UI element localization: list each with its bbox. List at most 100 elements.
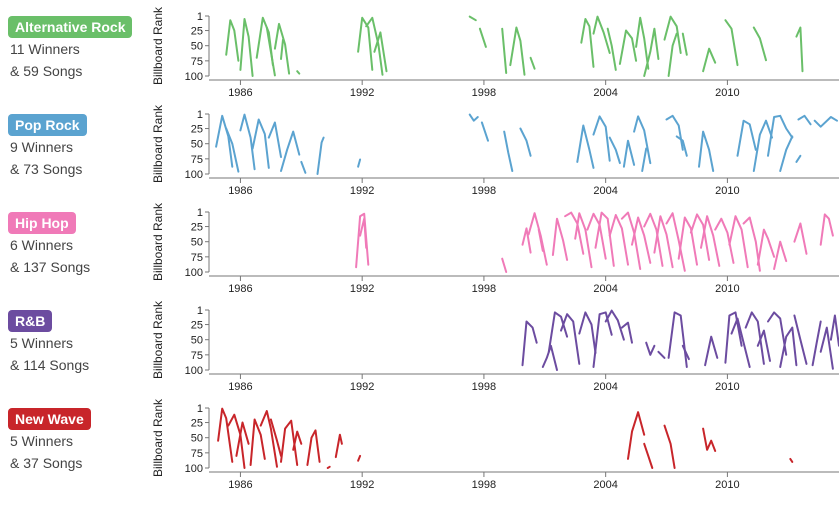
song-rank-line[interactable]	[326, 465, 331, 469]
song-rank-line[interactable]	[608, 136, 621, 165]
song-rank-line[interactable]	[280, 38, 284, 60]
song-rank-line[interactable]	[728, 215, 749, 269]
song-rank-line[interactable]	[819, 213, 834, 246]
song-rank-line[interactable]	[645, 341, 656, 356]
song-rank-line[interactable]	[265, 26, 276, 77]
song-rank-line[interactable]	[316, 136, 325, 175]
song-rank-line[interactable]	[724, 19, 739, 67]
song-rank-line[interactable]	[795, 154, 802, 163]
song-rank-line[interactable]	[813, 116, 838, 128]
song-rank-line[interactable]	[217, 407, 234, 463]
song-rank-line[interactable]	[681, 32, 688, 56]
song-rank-line[interactable]	[702, 47, 717, 73]
song-rank-line[interactable]	[641, 147, 648, 172]
genre-badge[interactable]: New Wave	[8, 408, 91, 430]
song-rank-line[interactable]	[269, 418, 282, 457]
song-rank-line[interactable]	[829, 314, 839, 347]
song-rank-line[interactable]	[292, 430, 303, 451]
song-rank-line[interactable]	[501, 257, 508, 273]
song-rank-line[interactable]	[300, 160, 307, 174]
song-rank-line[interactable]	[635, 16, 650, 70]
song-rank-line[interactable]	[795, 26, 804, 73]
song-rank-line[interactable]	[267, 121, 282, 158]
song-rank-line[interactable]	[667, 32, 678, 77]
song-rank-line[interactable]	[724, 311, 743, 364]
song-rank-line[interactable]	[756, 228, 776, 266]
song-rank-line[interactable]	[296, 70, 301, 75]
song-rank-line[interactable]	[744, 311, 765, 365]
song-rank-line[interactable]	[527, 212, 548, 266]
song-rank-line[interactable]	[592, 311, 613, 368]
song-rank-line[interactable]	[235, 421, 250, 457]
song-rank-line[interactable]	[259, 410, 278, 468]
song-rank-line[interactable]	[604, 309, 625, 341]
song-rank-line[interactable]	[667, 311, 688, 368]
song-rank-line[interactable]	[779, 326, 798, 368]
song-rank-line[interactable]	[576, 124, 595, 169]
song-rank-line[interactable]	[564, 211, 585, 255]
song-rank-line[interactable]	[622, 139, 636, 168]
song-rank-line[interactable]	[503, 130, 514, 172]
song-rank-line[interactable]	[478, 27, 487, 48]
song-rank-line[interactable]	[633, 115, 652, 165]
song-rank-line[interactable]	[255, 16, 274, 67]
song-rank-line[interactable]	[627, 411, 646, 460]
song-rank-line[interactable]	[521, 227, 532, 254]
song-rank-line[interactable]	[665, 114, 684, 151]
song-rank-line[interactable]	[631, 216, 652, 264]
song-rank-line[interactable]	[704, 335, 719, 367]
song-rank-line[interactable]	[736, 119, 757, 157]
song-rank-line[interactable]	[468, 15, 477, 22]
song-rank-line[interactable]	[793, 222, 808, 255]
song-rank-line[interactable]	[756, 329, 771, 362]
song-rank-line[interactable]	[702, 427, 717, 452]
song-rank-line[interactable]	[592, 115, 611, 162]
song-rank-line[interactable]	[620, 321, 633, 344]
song-rank-line[interactable]	[501, 27, 508, 74]
song-rank-line[interactable]	[280, 130, 301, 172]
song-rank-line[interactable]	[215, 114, 234, 168]
song-rank-line[interactable]	[357, 454, 362, 462]
genre-badge[interactable]: Alternative Rock	[8, 16, 133, 38]
song-rank-line[interactable]	[249, 418, 266, 466]
song-rank-line[interactable]	[560, 313, 581, 365]
song-rank-line[interactable]	[537, 228, 544, 252]
song-rank-line[interactable]	[700, 215, 721, 267]
song-rank-line[interactable]	[521, 320, 538, 367]
song-rank-line[interactable]	[742, 216, 761, 272]
song-rank-line[interactable]	[663, 15, 682, 54]
genre-badge[interactable]: Pop Rock	[8, 114, 87, 136]
song-rank-line[interactable]	[643, 27, 660, 77]
genre-badge[interactable]: R&B	[8, 310, 53, 332]
song-rank-line[interactable]	[653, 215, 674, 269]
song-rank-line[interactable]	[657, 350, 666, 359]
song-rank-line[interactable]	[714, 217, 735, 264]
song-rank-line[interactable]	[359, 217, 368, 249]
song-rank-line[interactable]	[365, 16, 384, 76]
song-rank-line[interactable]	[580, 18, 595, 68]
song-rank-line[interactable]	[677, 216, 698, 266]
song-rank-line[interactable]	[819, 326, 834, 370]
song-rank-line[interactable]	[643, 442, 654, 469]
song-rank-line[interactable]	[663, 424, 676, 469]
song-rank-line[interactable]	[752, 26, 767, 62]
song-rank-line[interactable]	[767, 311, 788, 356]
song-rank-line[interactable]	[529, 56, 536, 70]
song-rank-line[interactable]	[578, 311, 597, 354]
song-rank-line[interactable]	[251, 118, 270, 169]
song-rank-line[interactable]	[767, 114, 794, 157]
song-rank-line[interactable]	[547, 311, 569, 353]
song-rank-line[interactable]	[730, 317, 751, 368]
song-rank-line[interactable]	[480, 121, 489, 142]
song-rank-line[interactable]	[606, 27, 617, 71]
song-rank-line[interactable]	[574, 212, 593, 269]
song-rank-line[interactable]	[373, 31, 388, 73]
genre-badge[interactable]: Hip Hop	[8, 212, 76, 234]
song-rank-line[interactable]	[239, 113, 256, 171]
song-rank-line[interactable]	[509, 26, 526, 76]
song-rank-line[interactable]	[752, 119, 773, 172]
song-rank-line[interactable]	[551, 217, 569, 261]
song-rank-line[interactable]	[681, 344, 690, 361]
song-rank-line[interactable]	[519, 127, 532, 157]
song-rank-line[interactable]	[225, 19, 240, 62]
